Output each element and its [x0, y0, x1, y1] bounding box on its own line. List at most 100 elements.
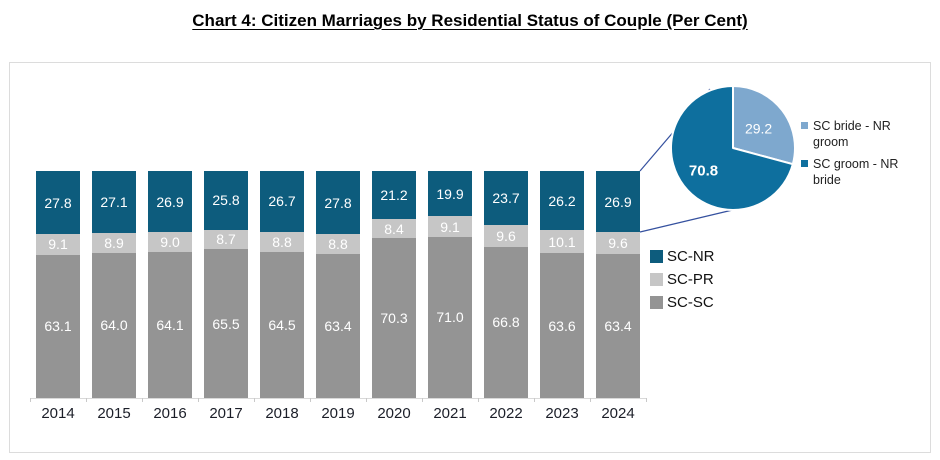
pie-legend-label: SC groom - NR bride [813, 157, 899, 187]
bar-value-label: 64.0 [100, 317, 128, 334]
bar-segment-sc-nr-2021: 19.9 [428, 171, 472, 217]
x-axis-tick [646, 398, 647, 402]
x-axis-label-2024: 2024 [601, 405, 635, 422]
x-axis-tick [534, 398, 535, 402]
bar-segment-sc-pr-2017: 8.7 [204, 229, 248, 250]
pie-slice-sc-groom-nr-bride [670, 85, 794, 211]
bar-segment-sc-sc-2022: 66.8 [484, 246, 528, 398]
bar-value-label: 26.7 [268, 193, 296, 210]
bar-segment-sc-sc-2018: 64.5 [260, 251, 304, 398]
bar-value-label: 63.4 [324, 318, 352, 335]
bar-value-label: 25.8 [212, 192, 240, 209]
x-axis-tick [590, 398, 591, 402]
pie-slice-sc-bride-nr-groom [732, 85, 796, 166]
bar-value-label: 63.1 [44, 318, 72, 335]
bar-segment-sc-nr-2018: 26.7 [260, 171, 304, 232]
x-axis-tick [30, 398, 31, 402]
bar-value-label: 63.4 [604, 317, 632, 334]
bar-value-label: 10.1 [548, 233, 576, 250]
bar-value-label: 26.9 [156, 193, 184, 210]
bar-column-2020: 21.2 8.4 70.3 [372, 171, 416, 398]
bar-segment-sc-pr-2023: 10.1 [540, 230, 584, 254]
pie-legend: SC bride - NR groom SC groom - NR bride [801, 118, 926, 194]
legend-swatch-icon [650, 250, 663, 263]
bar-column-2022: 23.7 9.6 66.8 [484, 171, 528, 398]
x-axis-tick [198, 398, 199, 402]
pie-legend-swatch-icon [801, 122, 808, 129]
bar-value-label: 8.4 [384, 220, 404, 237]
bar-value-label: 9.1 [440, 218, 460, 235]
bar-value-label: 65.5 [212, 315, 240, 332]
bar-legend: SC-NR SC-PR SC-SC [650, 249, 715, 318]
pie-legend-label: SC bride - NR groom [813, 119, 891, 149]
bar-segment-sc-pr-2016: 9.0 [148, 232, 192, 253]
bar-value-label: 19.9 [436, 185, 464, 202]
x-axis-tick [86, 398, 87, 402]
bar-column-2021: 19.9 9.1 71.0 [428, 171, 472, 398]
x-axis-label-2016: 2016 [153, 405, 187, 422]
x-axis-label-2015: 2015 [97, 405, 131, 422]
x-axis-tick [422, 398, 423, 402]
bar-segment-sc-nr-2019: 27.8 [316, 171, 360, 235]
bar-segment-sc-pr-2020: 8.4 [372, 219, 416, 239]
bar-value-label: 21.2 [380, 187, 408, 204]
bar-value-label: 8.9 [104, 234, 124, 251]
x-axis-label-2023: 2023 [545, 405, 579, 422]
legend-item-sc-sc: SC-SC [650, 295, 715, 310]
bar-value-label: 8.8 [328, 236, 348, 253]
x-axis-label-2022: 2022 [489, 405, 523, 422]
x-axis-tick [478, 398, 479, 402]
bar-segment-sc-sc-2021: 71.0 [428, 236, 472, 398]
bar-value-label: 64.1 [156, 317, 184, 334]
pie-legend-swatch-icon [801, 160, 808, 167]
bar-segment-sc-sc-2019: 63.4 [316, 254, 360, 398]
bar-column-2018: 26.7 8.8 64.5 [260, 171, 304, 398]
bar-segment-sc-sc-2014: 63.1 [36, 254, 80, 398]
bar-value-label: 23.7 [492, 189, 520, 206]
bar-segment-sc-sc-2015: 64.0 [92, 252, 136, 398]
bar-segment-sc-nr-2024: 26.9 [596, 171, 640, 233]
bar-value-label: 66.8 [492, 314, 520, 331]
bar-column-2016: 26.9 9.0 64.1 [148, 171, 192, 398]
legend-item-sc-pr: SC-PR [650, 272, 715, 287]
bar-value-label: 63.6 [548, 317, 576, 334]
bar-segment-sc-pr-2019: 8.8 [316, 234, 360, 255]
legend-label: SC-PR [667, 271, 714, 288]
bar-segment-sc-pr-2015: 8.9 [92, 232, 136, 253]
bar-segment-sc-sc-2024: 63.4 [596, 253, 640, 398]
bar-segment-sc-pr-2024: 9.6 [596, 232, 640, 254]
bar-column-2024: 26.9 9.6 63.4 [596, 171, 640, 398]
bar-value-label: 26.2 [548, 192, 576, 209]
legend-swatch-icon [650, 273, 663, 286]
chart-panel: 27.8 9.1 63.1 27.1 8.9 64.0 26.9 9.0 64.1 25.8 8.7… [9, 62, 931, 453]
bar-segment-sc-pr-2022: 9.6 [484, 224, 528, 247]
bar-column-2019: 27.8 8.8 63.4 [316, 171, 360, 398]
bar-segment-sc-pr-2018: 8.8 [260, 231, 304, 252]
bar-segment-sc-nr-2016: 26.9 [148, 171, 192, 233]
bar-value-label: 9.0 [160, 234, 180, 251]
pie-value-label: 29.2 [745, 120, 772, 136]
pie-value-label: 70.8 [689, 163, 718, 180]
bar-segment-sc-sc-2016: 64.1 [148, 252, 192, 398]
bar-value-label: 9.1 [48, 236, 68, 253]
x-axis-label-2017: 2017 [209, 405, 243, 422]
legend-label: SC-NR [667, 248, 715, 265]
bar-segment-sc-nr-2023: 26.2 [540, 171, 584, 231]
bar-value-label: 27.8 [324, 194, 352, 211]
x-axis-tick [366, 398, 367, 402]
bar-value-label: 8.8 [272, 233, 292, 250]
bar-segment-sc-sc-2023: 63.6 [540, 253, 584, 398]
bar-segment-sc-nr-2022: 23.7 [484, 171, 528, 225]
legend-label: SC-SC [667, 294, 714, 311]
bar-column-2015: 27.1 8.9 64.0 [92, 171, 136, 398]
bar-column-2023: 26.2 10.1 63.6 [540, 171, 584, 398]
x-axis-label-2018: 2018 [265, 405, 299, 422]
bar-segment-sc-nr-2015: 27.1 [92, 171, 136, 233]
bar-value-label: 71.0 [436, 309, 464, 326]
x-axis-label-2020: 2020 [377, 405, 411, 422]
bar-segment-sc-nr-2014: 27.8 [36, 171, 80, 235]
pie-chart: 29.2 70.8 [670, 85, 796, 211]
bar-value-label: 8.7 [216, 231, 236, 248]
x-axis-label-2014: 2014 [41, 405, 75, 422]
bar-value-label: 26.9 [604, 193, 632, 210]
